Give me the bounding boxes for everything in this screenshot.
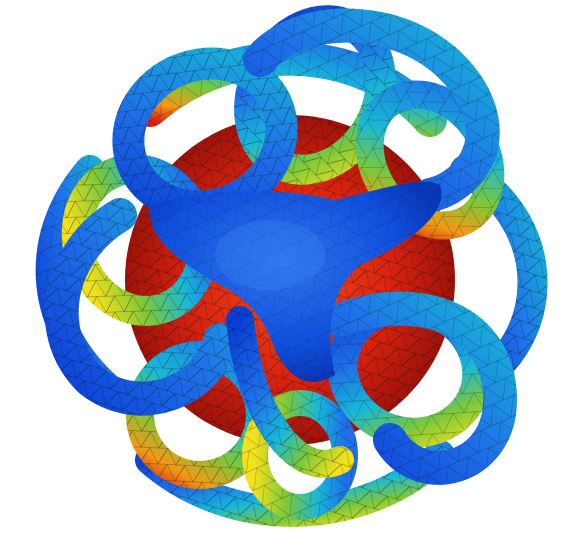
central-hub xyxy=(149,181,442,382)
front-rings xyxy=(44,8,518,485)
